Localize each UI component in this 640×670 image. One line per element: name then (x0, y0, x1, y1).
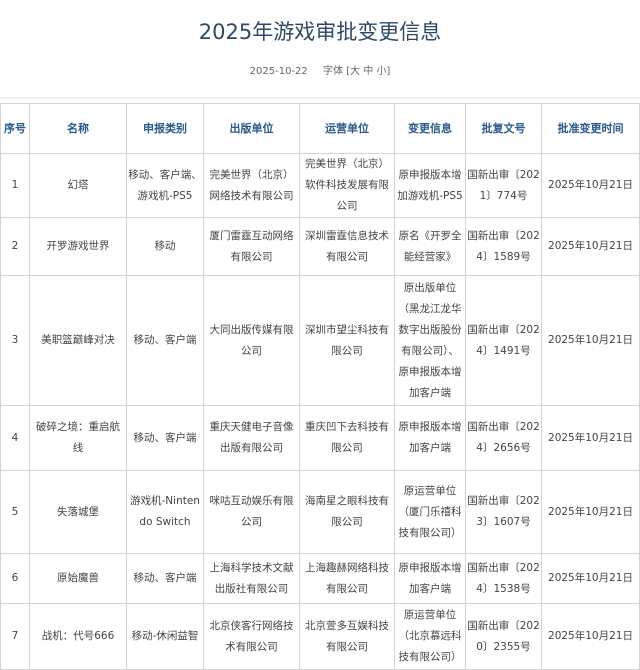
cell-change-date: 2025年10月21日 (541, 217, 640, 276)
font-label: 字体 (322, 66, 343, 77)
header-change-date: 批准变更时间 (541, 103, 640, 154)
cell-index: 6 (0, 553, 30, 604)
cell-change-info: 原运营单位（厦门乐禧科技有限公司） (394, 470, 466, 554)
cell-category: 移动、客户端、游戏机-PS5 (126, 153, 204, 218)
publish-date: 2025-10-22 (249, 66, 308, 77)
cell-name: 失落城堡 (29, 470, 127, 554)
cell-change-date: 2025年10月21日 (541, 553, 640, 604)
cell-publisher: 大同出版传媒有限公司 (203, 275, 300, 406)
cell-change-info: 原申报版本增加游戏机-PS5 (394, 153, 466, 218)
cell-change-info: 原申报版本增加客户端 (394, 405, 466, 471)
cell-name: 幻塔 (29, 153, 127, 218)
cell-change-info: 原申报版本增加客户端 (394, 553, 466, 604)
cell-publisher: 北京侠客行网络技术有限公司 (203, 603, 300, 670)
cell-category: 游戏机-Nintendo Switch (126, 470, 204, 554)
cell-name: 破碎之境：重启航线 (29, 405, 127, 471)
cell-index: 4 (0, 405, 30, 471)
cell-name: 美职篮巅峰对决 (29, 275, 127, 406)
table-row: 3 美职篮巅峰对决 移动、客户端 大同出版传媒有限公司 深圳市望尘科技有限公司 原出版单位… (0, 275, 640, 406)
header-publisher: 出版单位 (203, 103, 300, 154)
cell-change-info: 原名《开罗全能经营家》 (394, 217, 466, 276)
cell-operator: 完美世界（北京）软件科技发展有限公司 (299, 153, 395, 218)
cell-publisher: 重庆天健电子音像出版有限公司 (203, 405, 300, 471)
cell-index: 7 (0, 603, 30, 670)
cell-name: 原始魔兽 (29, 553, 127, 604)
header-change-info: 变更信息 (394, 103, 466, 154)
table-row: 7 战机：代号666 移动-休闲益智 北京侠客行网络技术有限公司 北京萱多互娱科技有限公… (0, 603, 640, 670)
header-operator: 运营单位 (299, 103, 395, 154)
cell-change-date: 2025年10月21日 (541, 275, 640, 406)
font-medium-button[interactable]: 中 (363, 66, 374, 77)
cell-publisher: 上海科学技术文献出版社有限公司 (203, 553, 300, 604)
cell-publisher: 咪咕互动娱乐有限公司 (203, 470, 300, 554)
cell-change-date: 2025年10月21日 (541, 405, 640, 471)
table-row: 6 原始魔兽 移动、客户端 上海科学技术文献出版社有限公司 上海趣赫网络科技有限公司 原申… (0, 553, 640, 604)
approval-table: 序号 名称 申报类别 出版单位 运营单位 变更信息 批复文号 批准变更时间 1 幻塔 移动、客户端… (0, 103, 640, 670)
font-size-control: 字体 [大 中 小] (323, 66, 390, 77)
font-large-button[interactable]: [大 (346, 66, 361, 77)
divider (0, 97, 640, 99)
table-row: 2 开罗游戏世界 移动 厦门雷霆互动网络有限公司 深圳雷霆信息技术有限公司 原名《开罗全能… (0, 217, 640, 276)
cell-operator: 重庆凹下去科技有限公司 (299, 405, 395, 471)
cell-change-info: 原出版单位（黑龙江龙华数字出版股份有限公司）、原申报版本增加客户端 (394, 275, 466, 406)
cell-category: 移动、客户端 (126, 553, 204, 604)
cell-name: 开罗游戏世界 (29, 217, 127, 276)
cell-change-date: 2025年10月21日 (541, 603, 640, 670)
cell-approval-number: 国新出审〔2021〕774号 (465, 153, 542, 218)
cell-category: 移动、客户端 (126, 405, 204, 471)
cell-approval-number: 国新出审〔2024〕1491号 (465, 275, 542, 406)
cell-category: 移动-休闲益智 (126, 603, 204, 670)
cell-name: 战机：代号666 (29, 603, 127, 670)
article-meta: 2025-10-22 字体 [大 中 小] (0, 62, 640, 77)
cell-index: 2 (0, 217, 30, 276)
cell-approval-number: 国新出审〔2024〕1589号 (465, 217, 542, 276)
cell-change-info: 原运营单位（北京慕远科技有限公司） (394, 603, 466, 670)
cell-operator: 北京萱多互娱科技有限公司 (299, 603, 395, 670)
header-name: 名称 (29, 103, 127, 154)
font-small-button[interactable]: 小] (376, 66, 391, 77)
cell-approval-number: 国新出审〔2024〕1538号 (465, 553, 542, 604)
header-index: 序号 (0, 103, 30, 154)
cell-category: 移动 (126, 217, 204, 276)
cell-operator: 上海趣赫网络科技有限公司 (299, 553, 395, 604)
header-category: 申报类别 (126, 103, 204, 154)
cell-publisher: 完美世界（北京）网络技术有限公司 (203, 153, 300, 218)
cell-approval-number: 国新出审〔2020〕2355号 (465, 603, 542, 670)
page-title: 2025年游戏审批变更信息 (198, 20, 442, 44)
cell-index: 5 (0, 470, 30, 554)
cell-operator: 深圳雷霆信息技术有限公司 (299, 217, 395, 276)
header-approval-number: 批复文号 (465, 103, 542, 154)
cell-change-date: 2025年10月21日 (541, 153, 640, 218)
cell-approval-number: 国新出审〔2024〕2656号 (465, 405, 542, 471)
cell-change-date: 2025年10月21日 (541, 470, 640, 554)
table-header-row: 序号 名称 申报类别 出版单位 运营单位 变更信息 批复文号 批准变更时间 (0, 103, 640, 154)
cell-index: 1 (0, 153, 30, 218)
table-row: 1 幻塔 移动、客户端、游戏机-PS5 完美世界（北京）网络技术有限公司 完美世界（北京… (0, 153, 640, 218)
cell-operator: 海南星之眼科技有限公司 (299, 470, 395, 554)
cell-approval-number: 国新出审〔2023〕1607号 (465, 470, 542, 554)
cell-category: 移动、客户端 (126, 275, 204, 406)
table-row: 5 失落城堡 游戏机-Nintendo Switch 咪咕互动娱乐有限公司 海南星之眼科… (0, 470, 640, 554)
table-row: 4 破碎之境：重启航线 移动、客户端 重庆天健电子音像出版有限公司 重庆凹下去科技有限公… (0, 405, 640, 471)
cell-index: 3 (0, 275, 30, 406)
cell-operator: 深圳市望尘科技有限公司 (299, 275, 395, 406)
cell-publisher: 厦门雷霆互动网络有限公司 (203, 217, 300, 276)
